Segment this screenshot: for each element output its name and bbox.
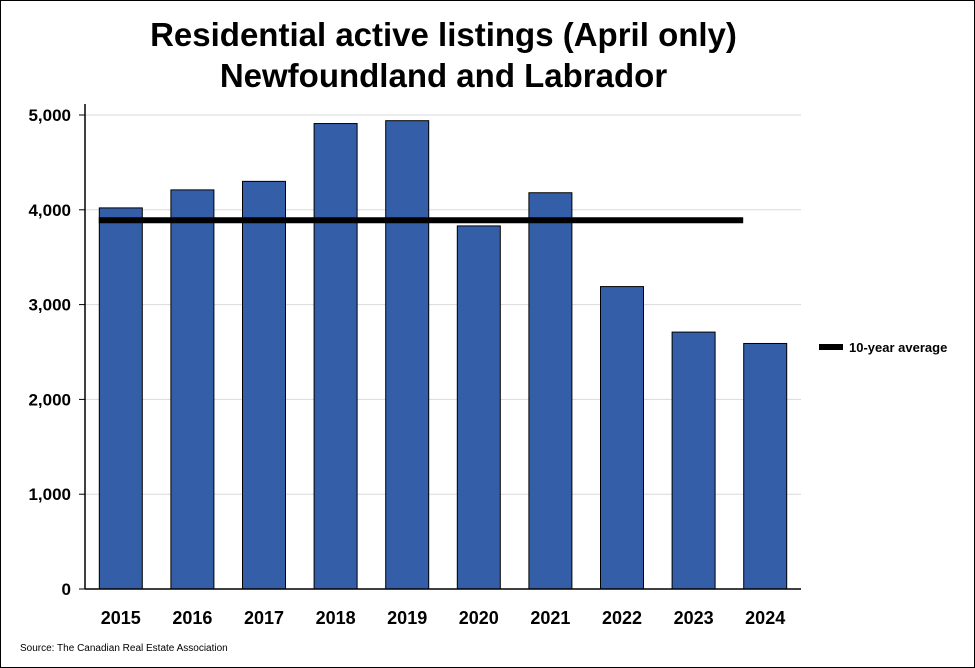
x-tick-label: 2023 (674, 608, 714, 628)
y-tick-label: 1,000 (28, 485, 71, 504)
x-tick-label: 2020 (459, 608, 499, 628)
x-tick-label: 2016 (172, 608, 212, 628)
chart-title-line2: Newfoundland and Labrador (219, 57, 668, 94)
legend-label-average: 10-year average (849, 340, 947, 355)
x-tick-label: 2018 (316, 608, 356, 628)
bar-2021 (528, 192, 573, 590)
source-note: Source: The Canadian Real Estate Associa… (20, 643, 228, 654)
y-tick-label: 4,000 (28, 201, 71, 220)
x-tick-label: 2017 (244, 608, 284, 628)
x-tick-label: 2022 (602, 608, 642, 628)
bar-2019 (385, 120, 430, 590)
y-tick-label: 2,000 (28, 390, 71, 409)
x-tick-label: 2021 (530, 608, 570, 628)
chart-title-line1: Residential active listings (April only) (150, 16, 737, 53)
bar-2020 (456, 225, 501, 590)
x-tick-label: 2024 (745, 608, 785, 628)
chart-title: Residential active listings (April only)… (1, 14, 886, 96)
y-tick-label: 3,000 (28, 296, 71, 315)
bar-2016 (170, 189, 215, 590)
bar-2017 (242, 180, 286, 590)
bar-2015 (98, 207, 143, 590)
y-tick-label: 5,000 (28, 106, 71, 125)
x-tick-label: 2015 (101, 608, 141, 628)
bar-2024 (743, 342, 788, 590)
bar-2023 (671, 331, 716, 590)
bar-2018 (313, 123, 358, 590)
x-tick-label: 2019 (387, 608, 427, 628)
y-tick-label: 0 (62, 580, 71, 599)
bar-2022 (600, 286, 644, 590)
